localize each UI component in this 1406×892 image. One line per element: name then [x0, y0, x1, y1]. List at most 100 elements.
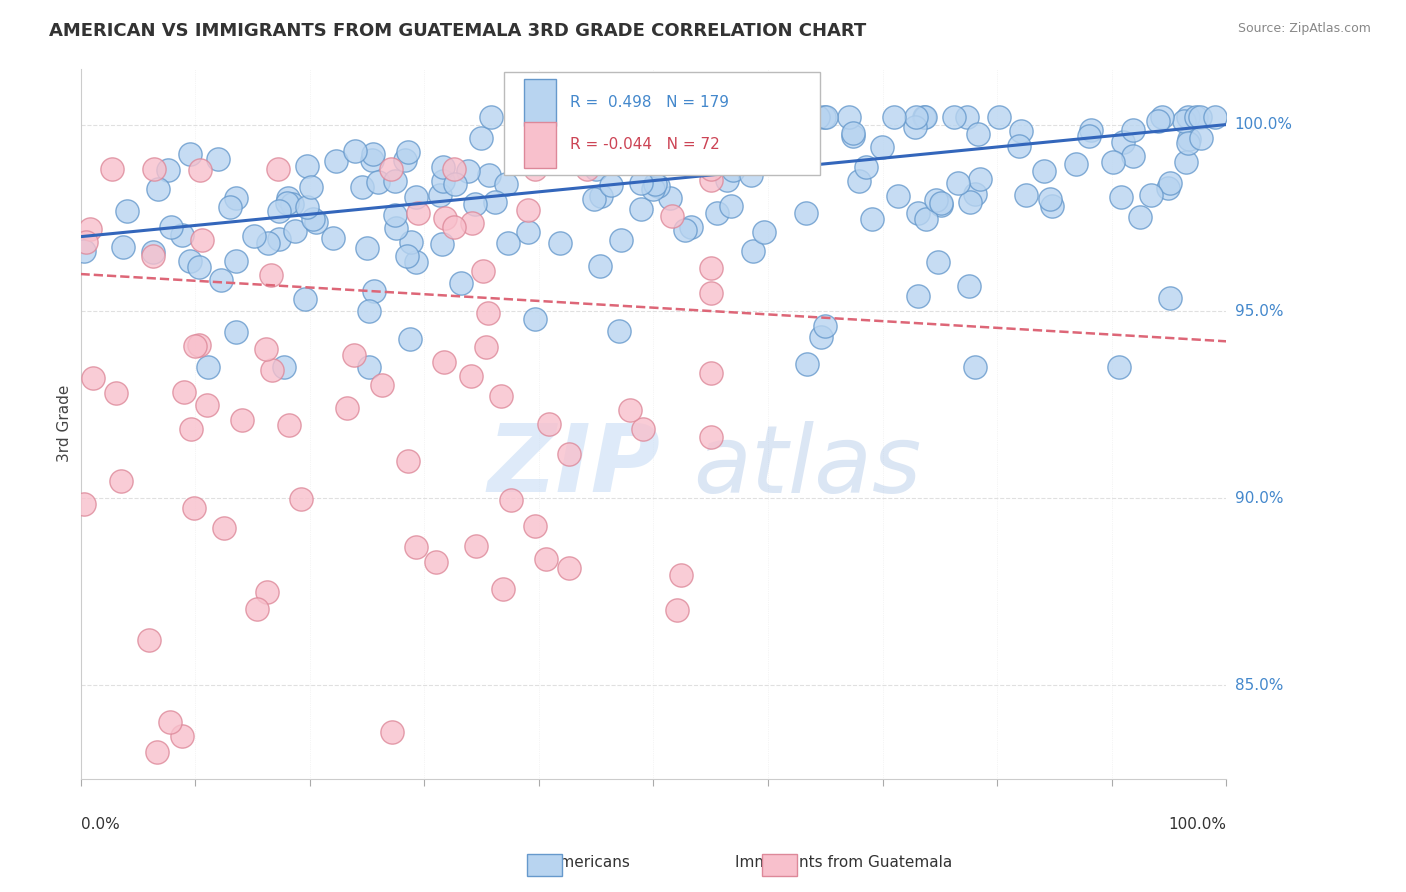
Point [1157, 181, 1180, 195]
Point [225, 254, 247, 268]
Point [209, 273, 232, 287]
Point [1184, 110, 1206, 124]
Point [848, 174, 870, 188]
Y-axis label: 3rd Grade: 3rd Grade [58, 384, 72, 462]
Point [517, 203, 540, 218]
Point [1010, 124, 1032, 138]
Point [957, 278, 980, 293]
Point [610, 233, 633, 247]
Point [810, 329, 832, 343]
Point [276, 195, 298, 210]
Text: 95.0%: 95.0% [1234, 304, 1284, 319]
Point [1204, 110, 1226, 124]
Point [82, 371, 104, 385]
Point [699, 366, 721, 380]
Point [266, 162, 288, 177]
Point [523, 518, 546, 533]
Point [605, 116, 627, 130]
Point [721, 140, 744, 154]
Point [425, 556, 447, 570]
Point [1102, 155, 1125, 169]
Point [322, 230, 344, 244]
Point [1015, 187, 1038, 202]
Point [606, 110, 628, 124]
Text: Americans: Americans [550, 855, 631, 870]
Point [742, 156, 765, 170]
Point [142, 249, 165, 263]
Point [173, 384, 195, 399]
Point [576, 162, 599, 177]
Point [1159, 291, 1181, 305]
Point [460, 369, 482, 384]
Point [146, 182, 169, 196]
Point [492, 582, 515, 597]
Point [159, 715, 181, 730]
Point [943, 110, 966, 124]
Point [630, 176, 652, 190]
Point [75, 235, 97, 249]
Point [666, 128, 689, 143]
Point [443, 162, 465, 177]
Point [470, 131, 492, 145]
Point [1109, 190, 1132, 204]
Point [396, 454, 419, 468]
Point [396, 145, 419, 159]
Point [479, 110, 502, 124]
Point [589, 189, 612, 203]
Point [772, 119, 794, 133]
Point [1040, 199, 1063, 213]
Point [464, 197, 486, 211]
Point [558, 447, 581, 461]
Point [384, 208, 406, 222]
Point [363, 284, 385, 298]
Point [478, 169, 501, 183]
Point [408, 205, 430, 219]
Point [593, 137, 616, 152]
Point [405, 254, 427, 268]
Point [73, 244, 96, 258]
Point [883, 110, 905, 124]
Point [956, 110, 979, 124]
Point [384, 174, 406, 188]
Text: Immigrants from Guatemala: Immigrants from Guatemala [735, 855, 952, 870]
Point [814, 319, 837, 334]
Point [396, 249, 419, 263]
Text: Source: ZipAtlas.com: Source: ZipAtlas.com [1237, 22, 1371, 36]
Text: 100.0%: 100.0% [1168, 817, 1226, 832]
Point [585, 161, 607, 176]
Point [262, 363, 284, 377]
Text: ZIP: ZIP [488, 420, 661, 512]
Point [965, 186, 987, 201]
Point [457, 164, 479, 178]
Point [254, 342, 277, 356]
Point [243, 229, 266, 244]
Point [924, 193, 946, 207]
Point [277, 190, 299, 204]
Point [405, 190, 427, 204]
Point [841, 126, 863, 140]
Point [499, 492, 522, 507]
Point [344, 145, 367, 159]
Point [588, 152, 610, 166]
Point [484, 194, 506, 209]
Point [1173, 114, 1195, 128]
Point [432, 174, 454, 188]
Point [399, 235, 422, 249]
Point [280, 197, 302, 211]
Point [302, 212, 325, 227]
Point [444, 177, 467, 191]
Point [648, 116, 671, 130]
Point [1080, 123, 1102, 137]
Point [180, 422, 202, 436]
Point [179, 254, 201, 268]
Point [915, 211, 938, 226]
Point [356, 241, 378, 255]
Point [197, 360, 219, 375]
Text: R = -0.044   N = 72: R = -0.044 N = 72 [569, 137, 720, 153]
Point [904, 110, 927, 124]
Point [742, 244, 765, 258]
Point [1008, 139, 1031, 153]
Point [630, 202, 652, 217]
Point [357, 304, 380, 318]
Point [385, 221, 408, 235]
